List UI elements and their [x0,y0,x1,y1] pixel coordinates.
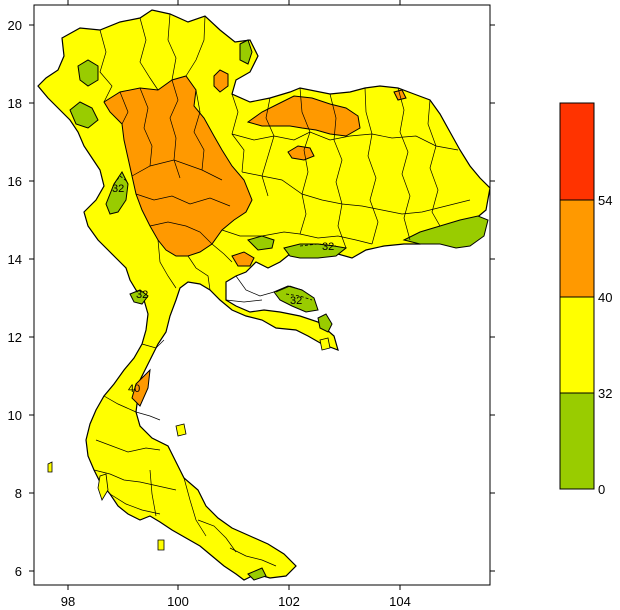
central-north-high-zone [103,75,253,257]
lat-tick-16: 16 [8,174,22,189]
low-zones [69,39,489,581]
axis-ticks [29,0,495,590]
northwest-low-zone-2 [69,101,99,129]
island-gulf [175,423,187,437]
east-central-low-zone [283,243,348,259]
northwest-low-zone-1 [77,59,99,87]
legend-bin-over-54 [559,102,595,201]
contour-label-west-coast: 32 [136,289,148,301]
lat-tick-18: 18 [8,96,22,111]
legend-label-40: 40 [598,290,612,305]
lon-tick-102: 102 [278,594,300,609]
lat-tick-20: 20 [8,18,22,33]
legend-label-0: 0 [598,482,605,497]
south-small-high-zone [231,251,255,267]
south-tip-low-zone [247,567,267,581]
legend-bin-40-54 [559,199,595,298]
lat-tick-8: 8 [15,486,22,501]
east-low-zone [402,215,489,249]
contour-lines [113,175,337,301]
lon-tick-100: 100 [167,594,189,609]
island-south [157,539,165,551]
province-boundaries [93,13,471,567]
central-low-zone [247,235,275,251]
contour-label-peninsula: 40 [128,383,140,395]
lat-tick-14: 14 [8,252,22,267]
legend-bin-0-32 [559,392,595,490]
southeast-low-zone [273,285,319,313]
legend-label-32: 32 [598,386,612,401]
west-coast-low-zone [129,289,149,305]
lon-tick-104: 104 [389,594,411,609]
lon-tick-98: 98 [61,594,75,609]
islands [47,337,331,551]
contour-label-west: 32 [112,183,124,195]
northeast-high-zone [246,95,361,137]
contour-label-southeast: 32 [290,295,302,307]
island-east [319,337,331,351]
legend-label-54: 54 [598,193,612,208]
southern-peninsula-high-zone [131,368,151,407]
north-small-high-zone [213,69,229,93]
lat-tick-10: 10 [8,408,22,423]
island-west-south [97,473,109,501]
legend-bin-32-40 [559,296,595,394]
lat-tick-6: 6 [15,564,22,579]
island-andaman [47,461,53,473]
lat-tick-12: 12 [8,330,22,345]
legend: 54 40 32 0 [559,102,612,497]
north-low-zone [239,39,253,65]
contour-label-east-central: 32 [322,241,334,253]
coastal-low-zone [317,313,333,333]
east-small-high-zone [287,145,315,161]
high-zones [103,69,407,407]
